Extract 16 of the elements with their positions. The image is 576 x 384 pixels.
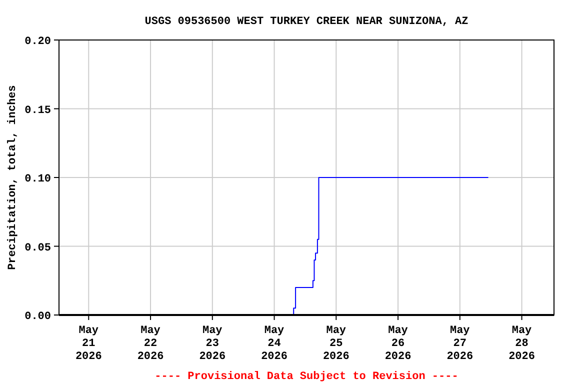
- y-axis-title: Precipitation, total, inches: [7, 85, 19, 270]
- y-tick-label: 0.10: [24, 174, 51, 186]
- chart-title: USGS 09536500 WEST TURKEY CREEK NEAR SUNIZONA, AZ: [144, 16, 469, 28]
- x-tick-label: May 27 2026: [446, 325, 474, 363]
- x-tick-label: May 24 2026: [261, 325, 288, 363]
- x-tick-label: May 28 2026: [508, 325, 535, 363]
- x-tick-label: May 26 2026: [384, 325, 412, 363]
- text: ---- Provisional Data Subject to Revision ----: [154, 371, 458, 383]
- y-tick-label: 0.00: [24, 311, 51, 323]
- x-tick-label: May 21 2026: [75, 325, 102, 363]
- x-tick-label: May 23 2026: [199, 325, 226, 363]
- x-tick-label: May 25 2026: [322, 325, 350, 363]
- y-tick-label: 0.05: [24, 242, 52, 254]
- x-tick-label: May 22 2026: [137, 325, 164, 363]
- y-tick-label: 0.15: [24, 104, 52, 117]
- y-tick-label: 0.20: [24, 36, 51, 48]
